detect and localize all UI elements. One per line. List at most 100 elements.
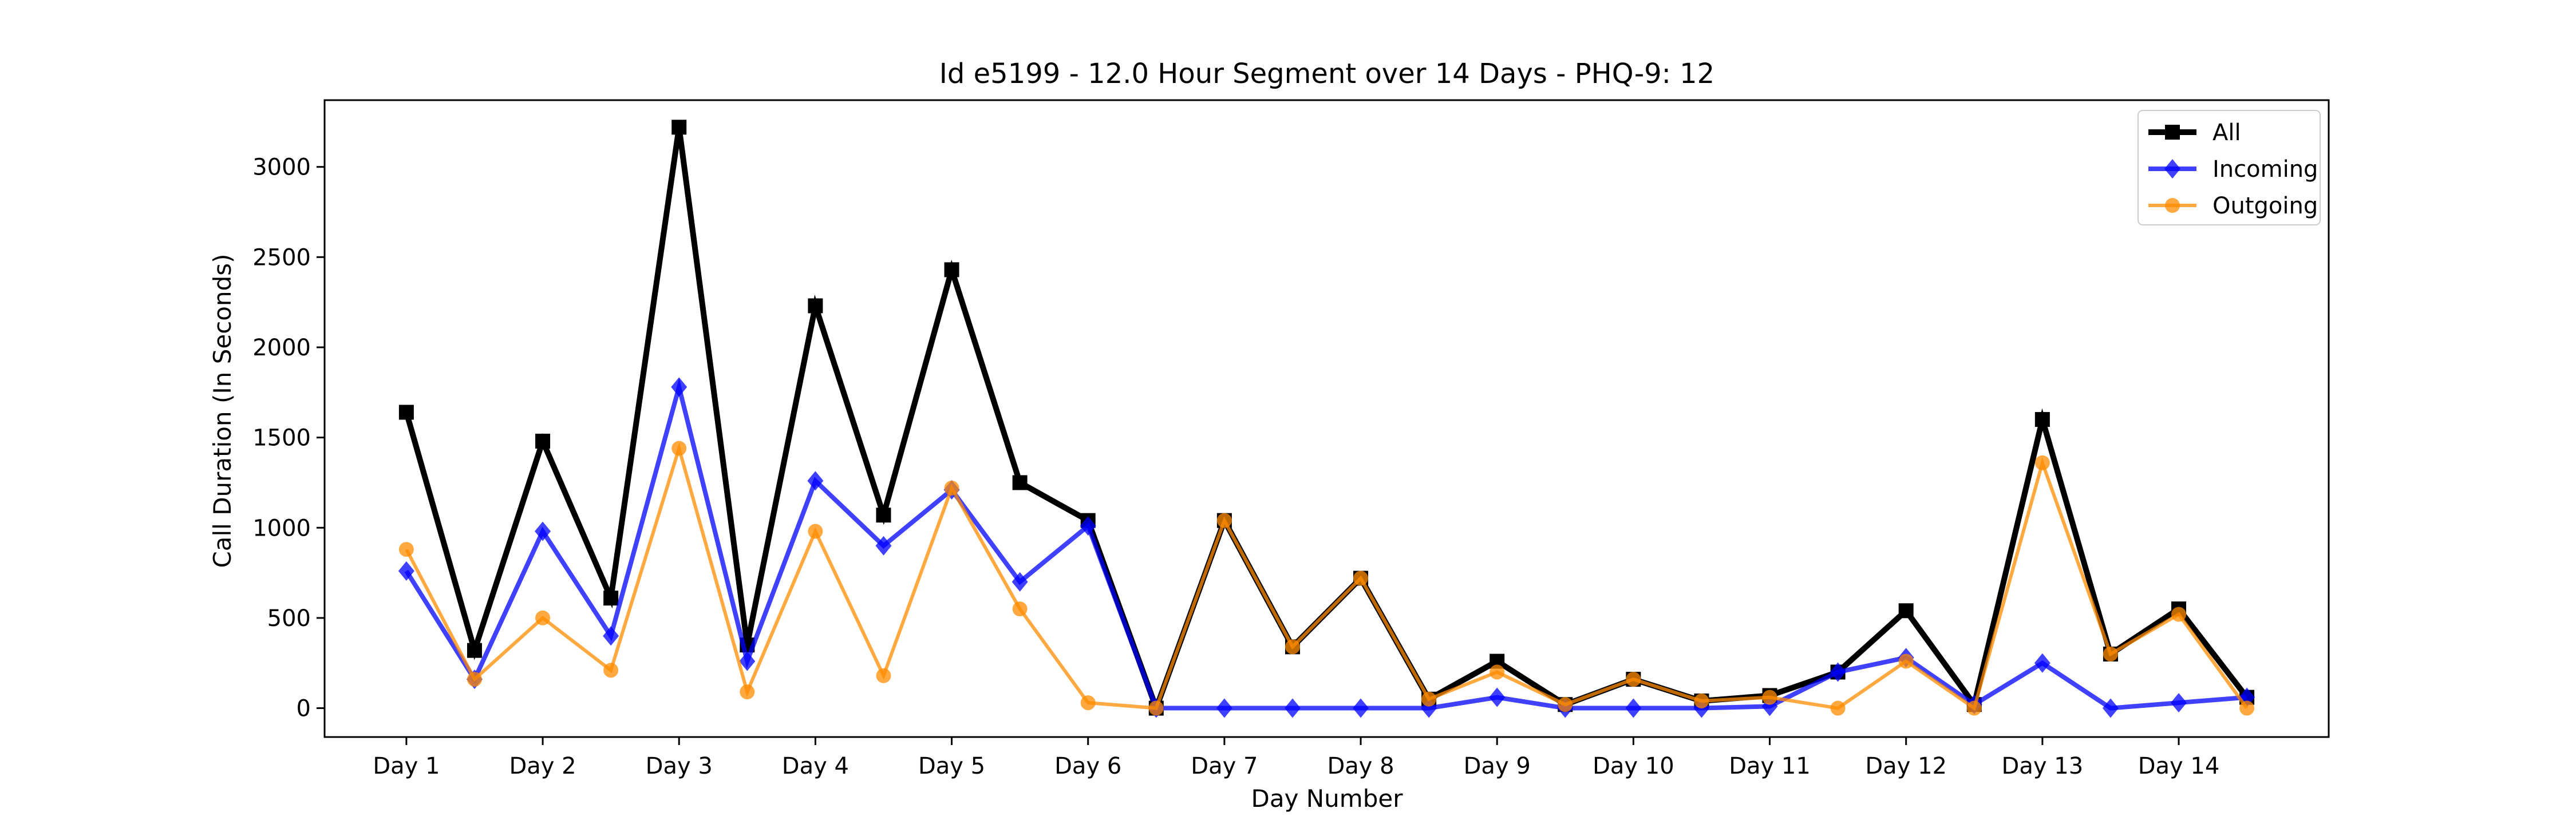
series-incoming xyxy=(398,377,2255,718)
y-tick-label: 0 xyxy=(297,696,311,722)
data-point-all xyxy=(808,298,823,314)
data-point-incoming xyxy=(1284,698,1301,718)
data-point-all xyxy=(671,120,687,135)
data-point-incoming xyxy=(1353,698,1369,718)
legend-box xyxy=(2138,110,2321,225)
data-point-incoming xyxy=(1012,572,1028,592)
data-point-outgoing xyxy=(1898,653,1914,669)
x-tick-label: Day 5 xyxy=(918,753,985,779)
data-point-incoming xyxy=(1216,698,1232,718)
data-point-all xyxy=(1012,475,1028,490)
data-point-outgoing xyxy=(671,441,687,456)
data-point-incoming xyxy=(2034,653,2050,673)
data-point-outgoing xyxy=(1353,571,1369,586)
axes: 0 500 1000 1500 2000 2500 3000 Day 1 Day 2 Day 3 D… xyxy=(252,99,2330,779)
x-tick-label: Day 14 xyxy=(2138,753,2220,779)
x-tick-label: Day 6 xyxy=(1054,753,1121,779)
y-tick-label: 500 xyxy=(267,605,311,632)
y-tick-label: 2000 xyxy=(252,335,311,361)
x-tick-label: Day 7 xyxy=(1191,753,1258,779)
x-tick-label: Day 9 xyxy=(1464,753,1531,779)
data-point-outgoing xyxy=(876,668,891,683)
plot-area xyxy=(398,120,2255,718)
series-line-outgoing xyxy=(405,442,2249,711)
x-tick-label: Day 8 xyxy=(1327,753,1394,779)
data-point-outgoing xyxy=(1080,695,1096,711)
x-tick-label: Day 4 xyxy=(782,753,849,779)
legend: All Incoming Outgoing xyxy=(2138,110,2321,225)
data-point-outgoing xyxy=(1285,639,1300,655)
data-point-all xyxy=(1898,603,1914,619)
series-all xyxy=(398,120,2255,717)
data-point-all xyxy=(398,405,414,420)
data-point-all xyxy=(535,433,551,449)
y-tick-label: 3000 xyxy=(252,154,311,181)
data-point-outgoing xyxy=(535,610,551,625)
x-tick-label: Day 13 xyxy=(2002,753,2084,779)
data-point-outgoing xyxy=(808,524,823,539)
data-point-all xyxy=(467,643,482,658)
data-point-outgoing xyxy=(467,672,482,687)
data-point-incoming xyxy=(603,626,619,646)
axes-frame xyxy=(323,99,2330,738)
series-outgoing xyxy=(398,441,2255,716)
data-point-incoming xyxy=(1830,662,1846,682)
data-point-outgoing xyxy=(1421,691,1437,707)
x-tick-label: Day 2 xyxy=(509,753,576,779)
data-point-incoming xyxy=(739,651,756,671)
data-point-outgoing xyxy=(1148,700,1164,716)
data-point-incoming xyxy=(535,521,551,541)
y-tick-label: 1000 xyxy=(252,515,311,541)
x-axis-label: Day Number xyxy=(1251,785,1403,813)
legend-marker-incoming xyxy=(2164,159,2180,179)
x-tick-label: Day 12 xyxy=(1865,753,1947,779)
data-point-outgoing xyxy=(398,542,414,557)
legend-label-outgoing: Outgoing xyxy=(2212,193,2318,219)
data-point-outgoing xyxy=(1762,690,1777,705)
data-point-outgoing xyxy=(740,684,755,700)
data-point-outgoing xyxy=(1216,513,1232,528)
legend-marker-outgoing xyxy=(2165,198,2180,213)
data-point-outgoing xyxy=(1694,693,1709,708)
x-tick-label: Day 10 xyxy=(1593,753,1674,779)
data-point-outgoing xyxy=(1012,601,1028,617)
data-point-outgoing xyxy=(944,480,959,496)
y-axis-label: Call Duration (In Seconds) xyxy=(208,253,236,568)
x-tick-label: Day 1 xyxy=(373,753,440,779)
data-point-incoming xyxy=(875,536,892,556)
series-line-incoming xyxy=(404,378,2247,711)
data-point-incoming xyxy=(1625,698,1642,718)
chart-title: Id e5199 - 12.0 Hour Segment over 14 Day… xyxy=(939,58,1714,90)
data-point-outgoing xyxy=(603,663,619,678)
data-point-outgoing xyxy=(2239,700,2255,716)
data-point-outgoing xyxy=(2103,646,2118,661)
series-line-all xyxy=(404,126,2250,717)
data-point-outgoing xyxy=(2034,455,2050,470)
data-point-incoming xyxy=(2102,698,2119,718)
data-point-incoming xyxy=(2171,693,2187,713)
legend-label-all: All xyxy=(2212,120,2241,146)
data-point-outgoing xyxy=(1490,664,1505,680)
data-point-outgoing xyxy=(1966,700,1982,716)
data-point-incoming xyxy=(671,377,688,397)
data-point-outgoing xyxy=(1830,700,1846,716)
y-tick-label: 1500 xyxy=(252,425,311,451)
legend-marker-all xyxy=(2165,125,2180,140)
data-point-incoming xyxy=(807,471,824,491)
data-point-outgoing xyxy=(1558,697,1573,712)
x-tick-label: Day 3 xyxy=(646,753,713,779)
data-point-incoming xyxy=(398,561,414,581)
legend-label-incoming: Incoming xyxy=(2212,156,2318,183)
data-point-outgoing xyxy=(2171,607,2187,622)
data-point-all xyxy=(876,508,891,523)
data-point-all xyxy=(603,591,619,606)
data-point-all xyxy=(2034,412,2050,427)
y-tick-label: 2500 xyxy=(252,244,311,271)
data-point-incoming xyxy=(1080,516,1096,536)
data-point-incoming xyxy=(1489,687,1506,707)
data-point-outgoing xyxy=(1626,672,1641,687)
data-point-all xyxy=(944,262,959,278)
x-tick-label: Day 11 xyxy=(1729,753,1811,779)
